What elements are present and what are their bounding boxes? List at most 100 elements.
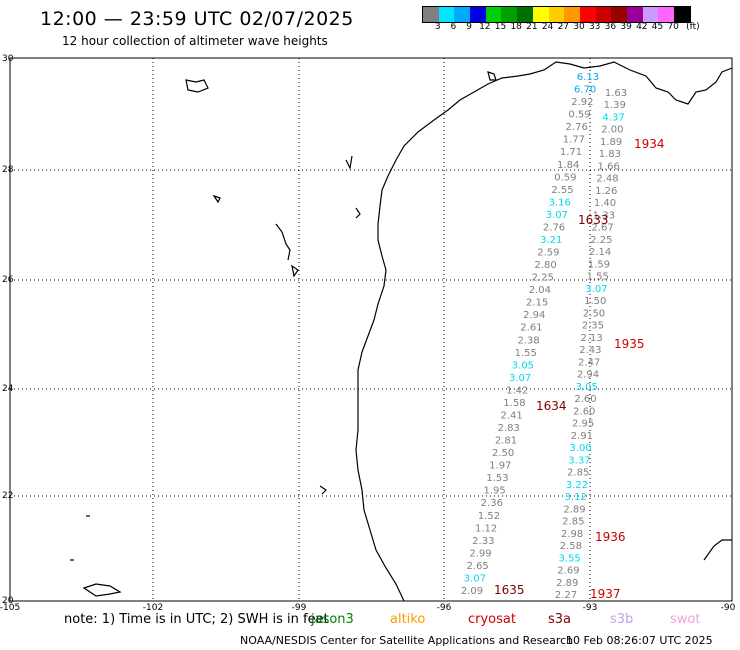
wave-height-value: 3.37	[568, 455, 590, 466]
wave-height-value: 2.14	[589, 247, 611, 258]
lon-label: -99	[292, 603, 307, 613]
wave-height-value: 2.59	[537, 248, 559, 259]
legend-jason3: jason3	[311, 612, 354, 627]
wave-height-value: 2.00	[601, 125, 623, 136]
lat-label: 28	[2, 165, 14, 175]
map-subtitle: 12 hour collection of altimeter wave hei…	[62, 34, 328, 48]
wave-height-value: 3.07	[585, 284, 607, 295]
wave-height-value: 1.63	[605, 88, 627, 99]
colorbar-swatch	[595, 7, 612, 22]
wave-height-value: 3.00	[570, 443, 592, 454]
wave-height-value: 2.60	[573, 406, 595, 417]
wave-height-value: 2.80	[534, 260, 556, 271]
wave-height-value: 1.33	[593, 210, 615, 221]
wave-height-value: 2.35	[582, 321, 604, 332]
wave-height-value: 1.97	[489, 461, 511, 472]
pass-time-label: 1936	[595, 530, 626, 544]
wave-height-value: 2.60	[574, 394, 596, 405]
wave-height-value: 2.76	[566, 122, 588, 133]
lat-label: 22	[2, 491, 13, 501]
wave-height-value: 2.25	[532, 273, 554, 284]
colorbar-swatch	[485, 7, 502, 22]
wave-height-value: 1.95	[484, 486, 506, 497]
wave-height-value: 3.22	[566, 480, 588, 491]
wave-height-value: 2.99	[469, 548, 491, 559]
wave-height-value: 1.50	[584, 296, 606, 307]
colorbar-label: 18	[510, 22, 522, 32]
pass-time-label: 1937	[590, 587, 621, 601]
lat-label: 24	[2, 384, 14, 394]
colorbar-label: 15	[494, 22, 507, 32]
wave-height-value: 1.77	[563, 135, 585, 146]
wave-height-value: 3.07	[509, 373, 531, 384]
wave-height-value: 1.42	[506, 385, 528, 396]
colorbar-label: 3	[434, 22, 441, 32]
colorbar-label: 30	[573, 22, 585, 32]
colorbar-label: (ft)	[686, 22, 700, 32]
colorbar-label: 21	[526, 22, 538, 32]
legend-altiko: altiko	[390, 612, 426, 627]
lon-label: -105	[0, 603, 20, 613]
wave-height-value: 1.53	[486, 473, 508, 484]
wave-height-value: 2.69	[557, 566, 579, 577]
longitude-labels: -105 -102 -99 -96 -93 -90	[0, 603, 736, 613]
wave-height-value: 2.13	[580, 333, 602, 344]
track-left-values: 6.136.702.920.592.761.771.711.840.592.55…	[461, 72, 599, 597]
wave-height-value: 6.13	[577, 72, 599, 83]
colorbar-label: 33	[588, 22, 601, 32]
wave-height-value: 2.94	[523, 310, 545, 321]
wave-height-value: 2.95	[572, 419, 594, 430]
wave-height-value: 2.94	[577, 370, 599, 381]
wave-height-value: 2.27	[555, 590, 577, 601]
wave-height-value: 2.15	[526, 298, 548, 309]
wave-height-value: 4.37	[602, 112, 624, 123]
wave-height-value: 2.48	[596, 174, 618, 185]
wave-height-value: 2.36	[481, 498, 503, 509]
wave-height-value: 3.21	[540, 235, 562, 246]
wave-height-value: 2.50	[492, 448, 514, 459]
colorbar-swatch	[548, 7, 565, 22]
wave-height-value: 6.70	[574, 85, 596, 96]
colorbar-swatch	[626, 7, 643, 22]
colorbar-label: 9	[466, 22, 472, 32]
graticule	[10, 58, 732, 601]
wave-height-value: 3.07	[546, 210, 568, 221]
wave-height-value: 1.89	[600, 137, 622, 148]
wave-height-value: 2.38	[517, 335, 539, 346]
wave-height-value: 1.12	[475, 523, 497, 534]
colorbar-swatch	[454, 7, 471, 22]
colorbar-label: 24	[541, 22, 554, 32]
pass-time-label: 1633	[578, 213, 609, 227]
lat-label: 26	[2, 275, 14, 285]
wave-height-value: 2.98	[561, 529, 583, 540]
wave-height-value: 3.07	[464, 573, 486, 584]
coastline	[70, 61, 733, 602]
wave-height-value: 3.05	[512, 360, 534, 371]
wave-height-value: 2.76	[543, 222, 565, 233]
wave-height-value: 1.55	[515, 348, 537, 359]
wave-height-value: 1.55	[587, 272, 609, 283]
wave-height-value: 2.04	[529, 285, 551, 296]
wave-height-value: 2.92	[571, 97, 593, 108]
wave-height-value: 2.81	[495, 436, 517, 447]
legend-cryosat: cryosat	[468, 612, 516, 627]
wave-height-value: 1.39	[604, 100, 626, 111]
colorbar-label: 6	[450, 22, 457, 32]
wave-height-value: 1.83	[599, 149, 621, 160]
colorbar-label: 36	[604, 22, 617, 32]
pass-time-label: 1935	[614, 337, 645, 351]
pass-time-label: 1634	[536, 399, 567, 413]
colorbar-swatch	[423, 7, 439, 22]
lon-label: -93	[583, 603, 598, 613]
wave-height-value: 2.61	[520, 323, 542, 334]
colorbar-label: 45	[651, 22, 664, 32]
track-right-values: 1.631.394.37 2.001.891.831.66 2.481.261.40…	[555, 88, 627, 601]
units-note: note: 1) Time is in UTC; 2) SWH is in fe…	[64, 612, 329, 627]
wave-height-value: 1.40	[594, 198, 616, 209]
wave-height-value: 3.12	[565, 492, 587, 503]
colorbar-label: 39	[620, 22, 632, 32]
wave-height-value: 1.59	[588, 259, 610, 270]
wave-height-value: 2.55	[551, 185, 573, 196]
wave-height-value: 2.85	[562, 517, 584, 528]
